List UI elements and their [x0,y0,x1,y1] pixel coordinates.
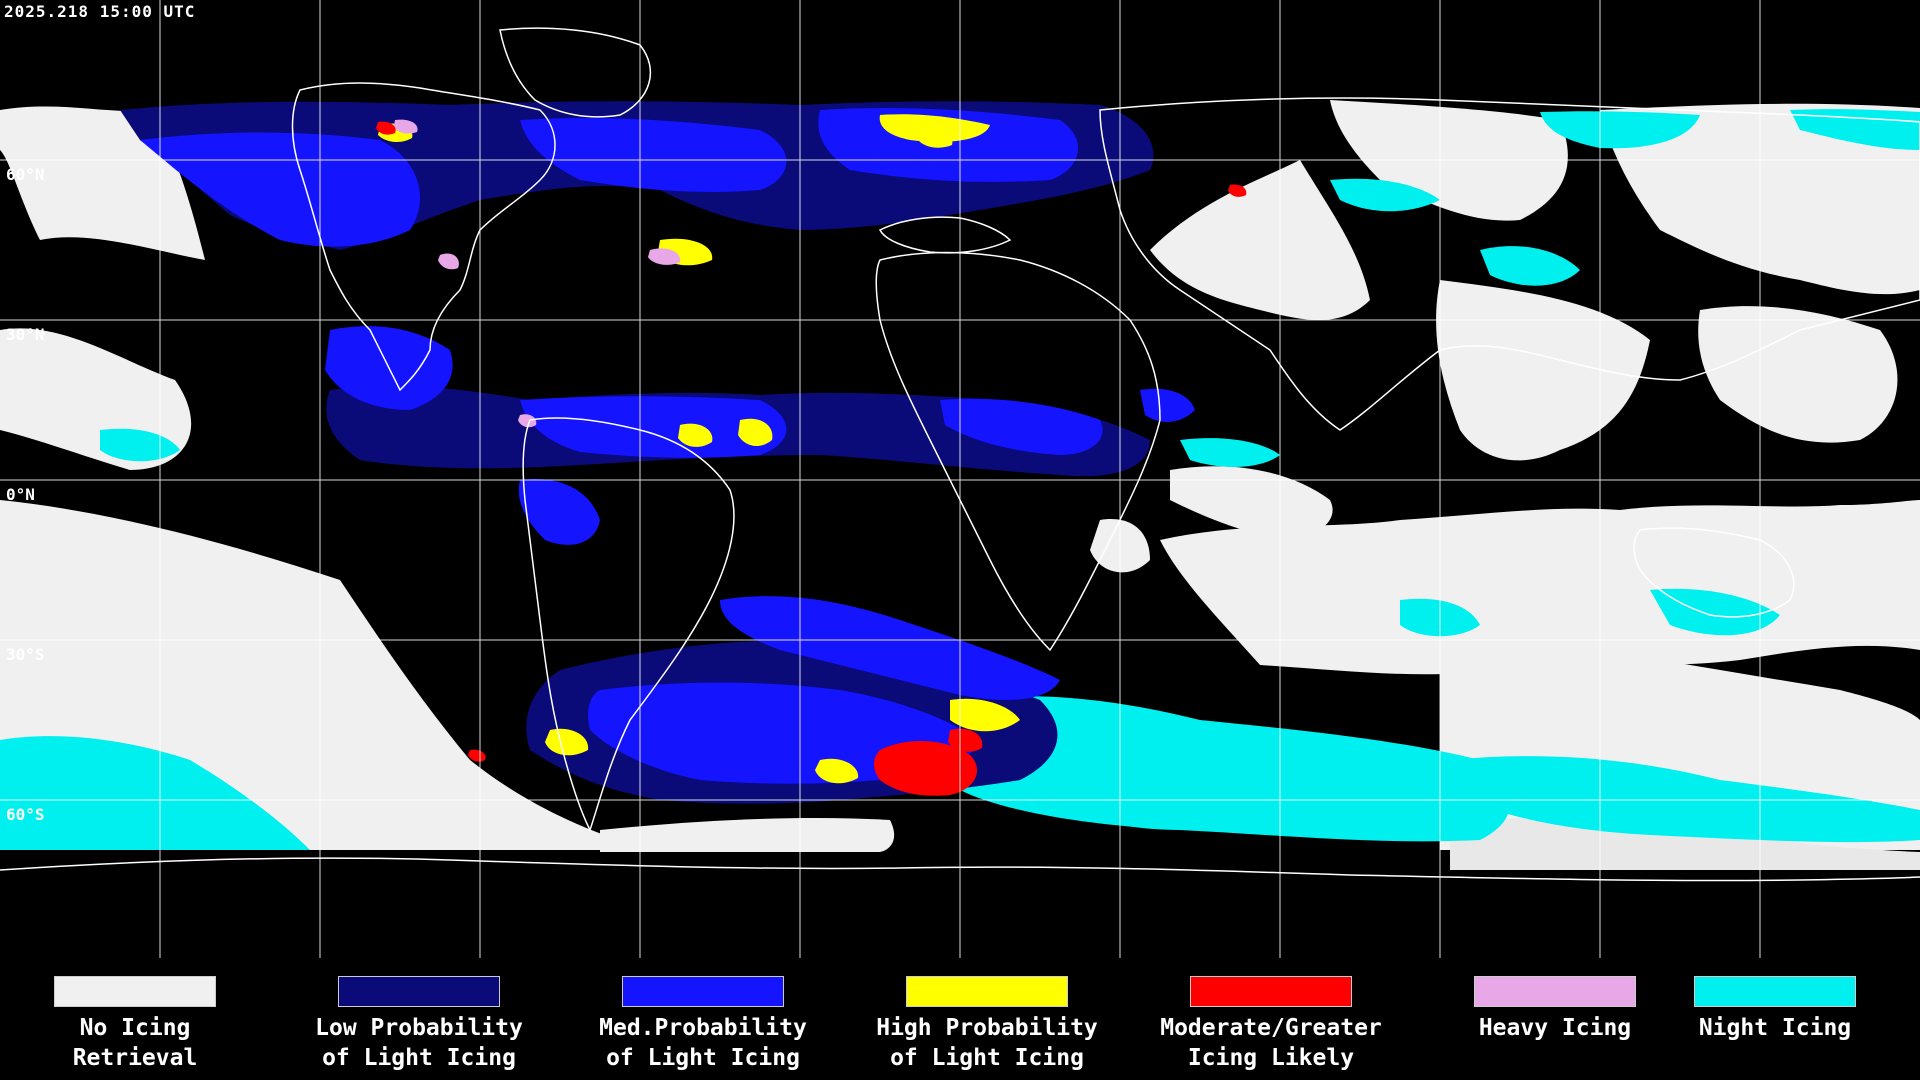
legend-item-low-probability: Low Probability of Light Icing [284,976,554,1073]
legend-label-line1: Med.Probability [599,1015,807,1041]
legend-label-line1: Low Probability [315,1015,523,1041]
legend-label-line1: No Icing [79,1015,191,1041]
legend-swatch-no-icing [54,976,216,1007]
lat-label-30n: 30°N [6,325,45,344]
moderate-icing-fields [376,121,1247,796]
legend-label-line2: Retrieval [72,1045,198,1071]
legend-swatch-med-probability [622,976,784,1007]
legend-swatch-moderate-greater [1190,976,1352,1007]
lat-label-30s: 30°S [6,645,45,664]
legend-swatch-high-probability [906,976,1068,1007]
legend-item-high-probability: High Probability of Light Icing [852,976,1122,1073]
legend-swatch-night-icing [1694,976,1856,1007]
legend-swatch-heavy-icing [1474,976,1636,1007]
legend-label-line2: of Light Icing [322,1045,516,1071]
legend-label-line1: Heavy Icing [1478,1015,1632,1041]
legend-item-no-icing: No Icing Retrieval [0,976,270,1073]
legend-item-heavy-icing: Heavy Icing [1420,976,1690,1043]
timestamp: 2025.218 15:00 UTC [4,2,196,21]
map-area [0,0,1920,958]
legend-label-line2: of Light Icing [606,1045,800,1071]
lat-label-60n: 60°N [6,165,45,184]
heavy-icing-fields [394,119,681,428]
legend-label-line1: High Probability [876,1015,1098,1041]
graticule [0,0,1920,958]
legend-label-line1: Moderate/Greater [1160,1015,1382,1041]
coastlines [0,27,1920,882]
legend-item-moderate-greater: Moderate/Greater Icing Likely [1136,976,1406,1073]
legend-item-med-probability: Med.Probability of Light Icing [568,976,838,1073]
legend-label-line1: Night Icing [1698,1015,1852,1041]
map-canvas [0,0,1920,958]
legend-swatch-low-probability [338,976,500,1007]
lat-label-equator: 0°N [6,485,35,504]
legend: No Icing Retrieval Low Probability of Li… [0,962,1920,1080]
legend-label-line2: of Light Icing [890,1045,1084,1071]
lat-label-60s: 60°S [6,805,45,824]
light-icing-fields [120,101,1195,804]
legend-item-night-icing: Night Icing [1640,976,1910,1043]
legend-label-line2: Icing Likely [1187,1045,1355,1071]
